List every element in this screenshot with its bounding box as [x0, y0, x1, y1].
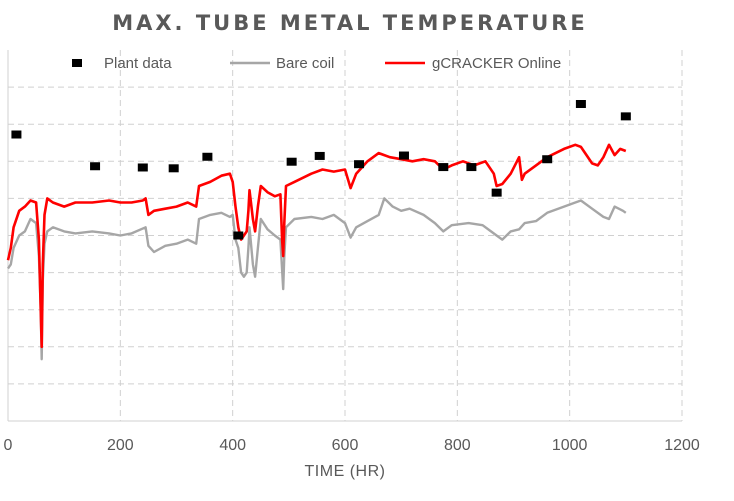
- plant-data-point: [286, 157, 297, 166]
- grid-layer: [7, 50, 683, 422]
- x-axis-title: TIME (HR): [305, 463, 386, 480]
- plant-data-point: [202, 152, 213, 161]
- legend-marker-plant-data: [72, 59, 82, 67]
- x-tick-label: 0: [4, 437, 13, 454]
- plant-data-point: [575, 100, 586, 109]
- x-tick-label: 400: [219, 437, 246, 454]
- plant-data-point: [466, 163, 477, 172]
- plant-data-point: [491, 188, 502, 197]
- x-tick-label: 200: [107, 437, 134, 454]
- plant-data-point: [233, 231, 244, 240]
- plant-data-point: [398, 151, 409, 160]
- plant-data-point: [314, 151, 325, 160]
- axis-labels: 0 200 400 600 800 1000 1200 TIME (HR): [4, 437, 700, 480]
- legend-label: Plant data: [104, 55, 172, 72]
- series-line-bare-coil: [7, 197, 627, 361]
- plant-data-point: [137, 163, 148, 172]
- plant-data-point: [620, 112, 631, 121]
- series-layer: [6, 100, 631, 361]
- plant-data-point: [354, 160, 365, 169]
- x-tick-label: 1000: [552, 437, 588, 454]
- x-tick-label: 600: [332, 437, 359, 454]
- x-tick-label: 1200: [664, 437, 700, 454]
- legend-label: Bare coil: [276, 55, 334, 72]
- legend: Plant data Bare coil gCRACKER Online: [72, 55, 561, 72]
- plant-data-point: [168, 164, 179, 173]
- legend-label: gCRACKER Online: [432, 55, 561, 72]
- plant-data-point: [542, 155, 553, 164]
- x-tick-label: 800: [444, 437, 471, 454]
- plant-data-point: [11, 130, 22, 139]
- chart-title: MAX. TUBE METAL TEMPERATURE: [112, 11, 588, 35]
- plant-data-point: [90, 162, 101, 171]
- series-line-gcracker-online: [6, 143, 627, 349]
- plant-data-point: [438, 163, 449, 172]
